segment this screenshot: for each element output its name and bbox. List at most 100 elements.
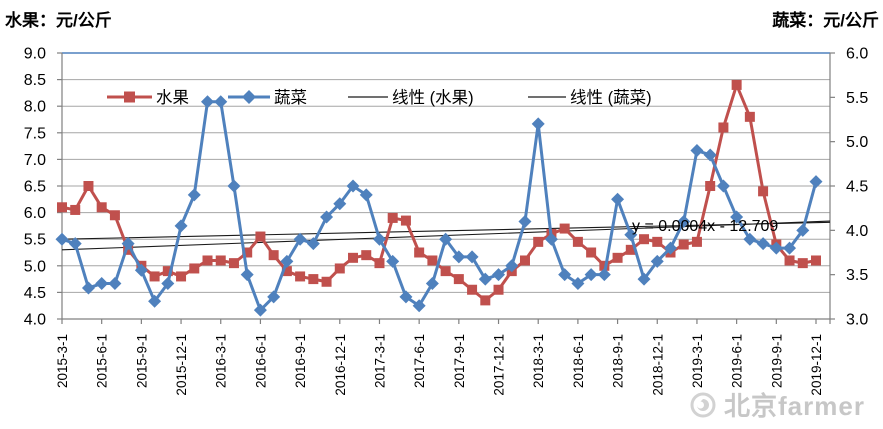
left-axis-tick-label: 6.0 [24, 205, 46, 222]
x-axis-tick-label: 2015-12-1 [174, 334, 189, 396]
data-point-diamond [55, 232, 69, 246]
data-point-square [705, 181, 716, 191]
data-point-square [586, 247, 597, 258]
x-axis-tick-label: 2018-9-1 [611, 334, 626, 388]
legend-marker-fruit [124, 91, 135, 103]
data-point-diamond [677, 214, 691, 228]
left-axis-tick-label: 4.5 [24, 285, 46, 302]
data-point-square [519, 255, 530, 266]
x-axis-tick-label: 2017-6-1 [412, 334, 427, 388]
data-point-diamond [452, 250, 466, 264]
left-axis-tick-label: 8.5 [24, 72, 46, 89]
data-point-square [83, 181, 94, 191]
series-line-水果 [61, 83, 817, 302]
data-point-diamond [796, 223, 810, 237]
data-point-square [784, 255, 795, 266]
data-point-diamond [584, 268, 598, 282]
legend-label-trend-vegetable: 线性 (蔬菜) [570, 88, 652, 107]
x-axis-tick-label: 2016-9-1 [293, 334, 308, 388]
x-axis-tick-label: 2019-3-1 [690, 334, 705, 388]
left-axis-tick-label: 7.5 [24, 125, 46, 142]
data-point-square [467, 284, 478, 295]
right-axis-tick-label: 3.0 [846, 312, 868, 329]
left-axis-title: 水果：元/公斤 [5, 11, 112, 30]
data-point-square [109, 210, 120, 221]
data-point-diamond [346, 179, 360, 193]
data-point-diamond [95, 277, 109, 291]
data-point-square [268, 250, 279, 261]
data-point-diamond [690, 144, 704, 158]
data-point-square [400, 215, 411, 226]
data-point-diamond [148, 294, 162, 308]
data-point-diamond [333, 197, 347, 211]
data-point-square [731, 79, 742, 90]
data-point-diamond [320, 210, 334, 224]
data-point-square [572, 236, 583, 247]
data-point-square [96, 202, 107, 213]
right-axis-tick-label: 5.0 [846, 134, 868, 151]
data-point-diamond [624, 228, 638, 242]
trendline-equation: y = 0.0004x - 12.709 [632, 218, 778, 235]
right-axis-tick-label: 3.5 [846, 267, 868, 284]
data-point-square [758, 186, 769, 197]
data-point-diamond [663, 241, 677, 255]
x-axis-tick-label: 2017-3-1 [372, 334, 387, 388]
data-point-square [387, 212, 398, 223]
series-line-蔬菜 [61, 100, 818, 312]
data-point-square [321, 276, 332, 287]
data-point-square [625, 244, 636, 255]
x-axis-tick-label: 2016-6-1 [253, 334, 268, 388]
data-point-diamond [359, 188, 373, 202]
data-point-diamond [386, 254, 400, 268]
data-point-diamond [161, 277, 175, 291]
data-point-diamond [412, 299, 426, 313]
data-point-diamond [174, 219, 188, 233]
data-point-square [374, 258, 385, 269]
data-point-diamond [399, 290, 413, 304]
data-point-square [295, 271, 306, 282]
data-point-square [228, 258, 239, 269]
data-point-diamond [783, 241, 797, 255]
left-axis-tick-label: 7.0 [24, 152, 46, 169]
data-point-diamond [518, 214, 532, 228]
data-point-diamond [756, 237, 770, 251]
data-point-square [348, 252, 359, 263]
weibo-eye-icon [690, 392, 716, 417]
data-point-diamond [637, 272, 651, 286]
x-axis-tick-label: 2019-6-1 [730, 334, 745, 388]
data-point-square [440, 266, 451, 277]
data-point-square [334, 263, 345, 274]
right-axis-title: 蔬菜：元/公斤 [772, 11, 879, 30]
data-point-diamond [809, 175, 823, 189]
data-point-diamond [280, 254, 294, 268]
data-point-square [176, 271, 187, 282]
data-point-square [281, 266, 292, 277]
data-point-diamond [108, 277, 122, 291]
data-point-diamond [425, 277, 439, 291]
data-point-square [255, 231, 266, 242]
data-point-diamond [134, 263, 148, 277]
x-axis-tick-label: 2016-12-1 [333, 334, 348, 396]
data-point-diamond [227, 179, 241, 193]
data-point-square [414, 247, 425, 258]
right-axis-tick-label: 4.0 [846, 223, 868, 240]
data-point-square [678, 239, 689, 250]
data-point-diamond [597, 268, 611, 282]
data-point-diamond [214, 95, 228, 109]
watermark-text: 北京farmer [724, 391, 865, 421]
data-point-diamond [743, 232, 757, 246]
data-point-square [202, 255, 213, 266]
x-axis-tick-label: 2018-3-1 [531, 334, 546, 388]
data-point-diamond [558, 268, 572, 282]
data-point-square [718, 122, 729, 133]
legend-marker-vegetable [242, 90, 256, 104]
data-point-diamond [306, 237, 320, 251]
data-point-diamond [201, 95, 215, 109]
x-axis-tick-label: 2015-6-1 [95, 334, 110, 388]
data-point-diamond [81, 281, 95, 295]
x-axis-tick-label: 2015-3-1 [55, 334, 70, 388]
left-axis-tick-label: 9.0 [24, 46, 46, 63]
data-point-square [162, 266, 173, 277]
watermark: 北京farmer [688, 386, 865, 423]
